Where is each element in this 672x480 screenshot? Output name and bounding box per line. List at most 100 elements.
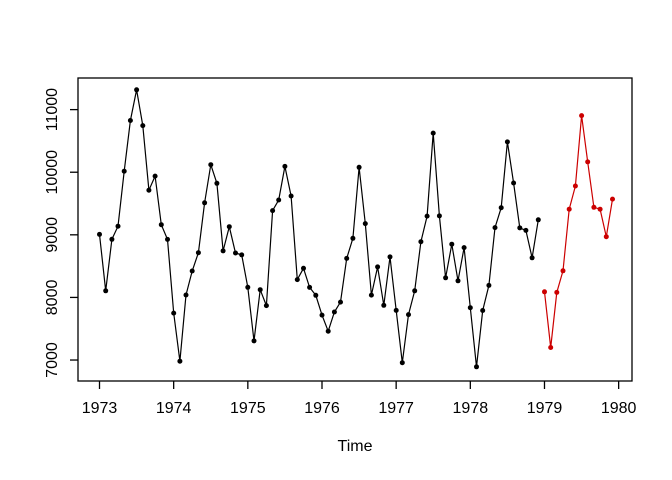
series-line-black-series bbox=[98, 89, 539, 367]
data-point-black-series bbox=[226, 224, 232, 230]
data-point-black-series bbox=[467, 305, 473, 311]
y-axis-tick-label: 11000 bbox=[44, 88, 61, 131]
x-axis-title: Time bbox=[337, 438, 373, 455]
data-point-black-series bbox=[146, 187, 152, 193]
data-point-black-series bbox=[449, 241, 455, 247]
data-point-black-series bbox=[338, 299, 343, 305]
data-point-black-series bbox=[406, 312, 411, 318]
data-point-black-series bbox=[177, 358, 183, 364]
data-point-black-series bbox=[504, 139, 510, 145]
data-point-black-series bbox=[412, 288, 418, 294]
data-point-black-series bbox=[152, 173, 158, 179]
data-point-black-series bbox=[233, 250, 238, 256]
data-point-black-series bbox=[115, 223, 121, 229]
data-point-black-series bbox=[313, 292, 319, 298]
data-point-black-series bbox=[239, 252, 245, 258]
data-point-black-series bbox=[498, 205, 504, 211]
data-point-black-series bbox=[171, 310, 177, 316]
data-point-black-series bbox=[511, 180, 517, 186]
data-point-black-series bbox=[158, 222, 164, 228]
data-point-black-series bbox=[294, 277, 300, 283]
data-point-red-series bbox=[597, 206, 603, 212]
data-point-black-series bbox=[301, 265, 306, 271]
data-point-black-series bbox=[97, 231, 102, 237]
data-point-black-series bbox=[263, 303, 269, 309]
data-point-black-series bbox=[276, 197, 282, 203]
data-point-black-series bbox=[368, 292, 374, 298]
data-point-black-series bbox=[480, 308, 486, 313]
y-axis-tick-label: 7000 bbox=[44, 342, 61, 378]
data-point-black-series bbox=[492, 225, 498, 231]
data-point-black-series bbox=[344, 255, 350, 261]
plot-box bbox=[77, 77, 633, 382]
data-point-black-series bbox=[319, 312, 325, 318]
data-point-black-series bbox=[251, 338, 257, 344]
data-point-red-series bbox=[542, 289, 547, 295]
data-point-black-series bbox=[121, 168, 127, 174]
data-point-red-series bbox=[585, 159, 591, 165]
data-point-red-series bbox=[572, 183, 578, 189]
data-point-black-series bbox=[220, 248, 226, 254]
x-axis-tick-label: 1980 bbox=[601, 400, 637, 417]
data-point-black-series bbox=[202, 200, 208, 206]
data-point-black-series bbox=[356, 164, 362, 170]
data-point-black-series bbox=[134, 87, 140, 93]
data-point-black-series bbox=[387, 254, 393, 260]
x-axis-tick-label: 1973 bbox=[82, 400, 118, 417]
data-point-red-series bbox=[603, 234, 609, 240]
data-point-black-series bbox=[307, 284, 313, 290]
data-point-black-series bbox=[461, 245, 467, 251]
y-axis-tick-label: 8000 bbox=[44, 280, 61, 316]
y-axis-tick-label: 10000 bbox=[44, 150, 61, 195]
data-point-black-series bbox=[288, 193, 294, 199]
data-point-black-series bbox=[399, 360, 405, 366]
data-point-black-series bbox=[331, 309, 337, 315]
data-point-black-series bbox=[362, 221, 368, 227]
data-point-black-series bbox=[165, 236, 170, 242]
data-point-black-series bbox=[214, 180, 220, 186]
data-point-black-series bbox=[430, 130, 436, 136]
data-point-black-series bbox=[393, 307, 399, 313]
data-point-black-series bbox=[523, 227, 529, 233]
data-point-black-series bbox=[535, 217, 541, 223]
data-point-black-series bbox=[325, 328, 331, 334]
data-point-black-series bbox=[474, 364, 479, 370]
data-point-black-series bbox=[270, 208, 276, 214]
data-point-black-series bbox=[109, 236, 115, 242]
data-point-red-series bbox=[566, 206, 572, 212]
data-point-black-series bbox=[486, 282, 492, 288]
data-point-black-series bbox=[208, 162, 214, 168]
data-point-black-series bbox=[195, 250, 201, 256]
data-point-black-series bbox=[140, 123, 146, 129]
data-point-black-series bbox=[381, 302, 387, 308]
x-axis-tick-label: 1975 bbox=[230, 400, 266, 417]
x-axis-tick-label: 1974 bbox=[156, 400, 192, 417]
data-point-black-series bbox=[418, 239, 424, 245]
data-point-red-series bbox=[579, 113, 585, 119]
data-point-red-series bbox=[560, 268, 566, 274]
data-point-black-series bbox=[245, 284, 251, 290]
data-point-black-series bbox=[443, 275, 449, 281]
data-point-black-series bbox=[183, 292, 189, 298]
data-point-black-series bbox=[127, 118, 133, 123]
series-line-red-series bbox=[543, 115, 614, 348]
data-point-black-series bbox=[189, 268, 195, 274]
data-point-black-series bbox=[517, 225, 523, 231]
x-axis-tick-label: 1978 bbox=[453, 400, 489, 417]
data-point-red-series bbox=[548, 345, 554, 350]
x-axis-tick-label: 1976 bbox=[304, 400, 340, 417]
data-point-black-series bbox=[257, 287, 263, 293]
data-point-black-series bbox=[455, 278, 461, 284]
data-point-red-series bbox=[591, 204, 597, 210]
x-axis-tick-label: 1977 bbox=[378, 400, 414, 417]
data-point-red-series bbox=[610, 196, 615, 202]
y-axis-tick-label: 9000 bbox=[44, 217, 61, 253]
data-point-black-series bbox=[375, 264, 381, 270]
data-point-black-series bbox=[350, 235, 356, 241]
data-point-red-series bbox=[554, 289, 560, 295]
data-point-black-series bbox=[103, 288, 109, 294]
data-point-black-series bbox=[529, 255, 535, 261]
data-point-black-series bbox=[424, 213, 430, 219]
